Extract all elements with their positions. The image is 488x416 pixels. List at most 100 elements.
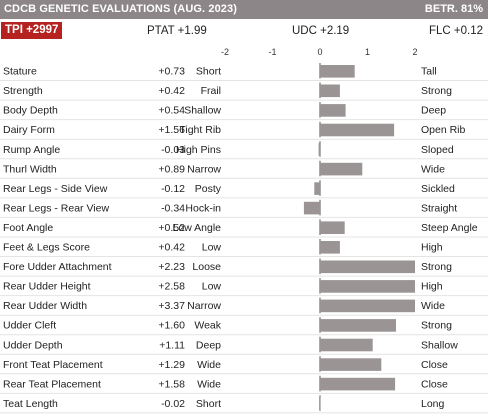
trait-low-label: Wide: [197, 378, 221, 390]
axis-tick-label: 0: [317, 47, 322, 57]
trait-bar: [320, 123, 395, 137]
trait-name: Thurl Width: [3, 163, 57, 175]
trait-value: +0.73: [158, 66, 185, 78]
trait-low-label: Weak: [194, 320, 221, 332]
trait-high-label: Strong: [421, 261, 452, 273]
trait-bar: [320, 319, 396, 332]
trait-name: Strength: [3, 85, 43, 97]
trait-high-label: Steep Angle: [421, 222, 478, 234]
trait-high-label: High: [421, 281, 443, 293]
trait-low-label: Low: [202, 242, 222, 254]
trait-value: +1.60: [158, 320, 185, 332]
trait-bar: [314, 182, 320, 195]
trait-high-label: Close: [421, 359, 448, 371]
trait-high-label: Shallow: [421, 339, 458, 351]
trait-bar: [320, 241, 340, 254]
trait-bar: [320, 280, 415, 293]
trait-high-label: Straight: [421, 202, 457, 214]
trait-low-label: Loose: [192, 261, 221, 273]
trait-high-label: Sickled: [421, 183, 455, 195]
trait-low-label: Narrow: [187, 300, 221, 312]
trait-high-label: Deep: [421, 105, 446, 117]
trait-high-label: Strong: [421, 85, 452, 97]
trait-bar: [320, 221, 345, 234]
summary-row: TPI +2997 PTAT +1.99 UDC +2.19 FLC +0.12: [0, 19, 488, 43]
trait-low-label: Shallow: [184, 105, 221, 117]
tpi-badge: TPI +2997: [1, 22, 63, 39]
chart-header: CDCB GENETIC EVALUATIONS (AUG. 2023) BET…: [0, 0, 488, 19]
trait-name: Feet & Legs Score: [3, 242, 90, 254]
trait-value: +1.29: [158, 359, 185, 371]
trait-value: +0.42: [158, 85, 185, 97]
trait-bar: [320, 338, 373, 352]
trait-bar: [320, 299, 415, 313]
trait-value: +1.11: [159, 339, 185, 351]
trait-bar: [320, 65, 355, 78]
trait-low-label: Wide: [197, 359, 221, 371]
trait-value: -0.02: [161, 398, 185, 410]
axis-tick-label: 2: [412, 47, 417, 57]
trait-low-label: Low Angle: [173, 222, 222, 234]
trait-name: Rear Udder Height: [3, 281, 91, 293]
trait-high-label: High: [421, 242, 443, 254]
trait-high-label: Sloped: [421, 144, 454, 156]
flc-value: FLC +0.12: [428, 25, 483, 37]
trait-name: Rear Udder Width: [3, 300, 87, 312]
trait-value: +0.54: [158, 105, 185, 117]
axis-tick-label: -2: [221, 47, 229, 57]
trait-name: Udder Cleft: [3, 320, 56, 332]
axis-tick-label: 1: [365, 47, 370, 57]
trait-high-label: Close: [421, 378, 448, 390]
trait-name: Body Depth: [3, 105, 58, 117]
trait-low-label: Low: [202, 281, 222, 293]
trait-bar: [320, 358, 382, 371]
udc-value: UDC +2.19: [292, 25, 350, 37]
trait-bar: [319, 397, 321, 410]
trait-value: +1.58: [158, 378, 185, 390]
trait-name: Rear Legs - Rear View: [3, 202, 109, 214]
trait-name: Dairy Form: [3, 124, 55, 136]
trait-value: +3.37: [158, 300, 185, 312]
trait-bar: [320, 84, 340, 98]
trait-low-label: Short: [196, 66, 221, 78]
trait-low-label: Deep: [196, 339, 221, 351]
trait-name: Rear Legs - Side View: [3, 183, 108, 195]
trait-value: +0.42: [158, 242, 185, 254]
trait-value: +0.52: [158, 222, 185, 234]
trait-high-label: Tall: [421, 66, 437, 78]
trait-low-label: High Pins: [176, 144, 221, 156]
reliability-label: BETR. 81%: [424, 3, 483, 15]
trait-value: +0.89: [158, 163, 185, 175]
trait-low-label: Posty: [195, 183, 222, 195]
ptat-value: PTAT +1.99: [147, 25, 207, 37]
trait-low-label: Tight Rib: [179, 124, 221, 136]
trait-high-label: Long: [421, 398, 445, 410]
trait-name: Rear Teat Placement: [3, 378, 101, 390]
trait-name: Udder Depth: [3, 339, 63, 351]
trait-high-label: Strong: [421, 320, 452, 332]
trait-bar: [320, 260, 415, 274]
trait-name: Teat Length: [3, 398, 58, 410]
trait-low-label: Hock-in: [185, 202, 221, 214]
trait-bar: [320, 377, 396, 391]
trait-name: Fore Udder Attachment: [3, 261, 112, 273]
axis-tick-label: -1: [268, 47, 276, 57]
trait-name: Rump Angle: [3, 144, 60, 156]
trait-value: +1.56: [158, 124, 185, 136]
trait-value: -0.03: [161, 144, 185, 156]
trait-value: +2.58: [158, 281, 185, 293]
chart-title: CDCB GENETIC EVALUATIONS (AUG. 2023): [4, 3, 237, 15]
trait-high-label: Wide: [421, 163, 445, 175]
trait-bar: [318, 143, 321, 156]
trait-value: +2.23: [158, 261, 185, 273]
trait-value: -0.12: [161, 183, 185, 195]
trait-low-label: Frail: [201, 85, 221, 97]
trait-bar: [320, 162, 363, 176]
trait-name: Front Teat Placement: [3, 359, 103, 371]
trait-low-label: Short: [196, 398, 221, 410]
trait-low-label: Narrow: [187, 163, 221, 175]
trait-name: Foot Angle: [3, 222, 53, 234]
trait-bar: [320, 104, 346, 117]
trait-value: -0.34: [161, 202, 185, 214]
